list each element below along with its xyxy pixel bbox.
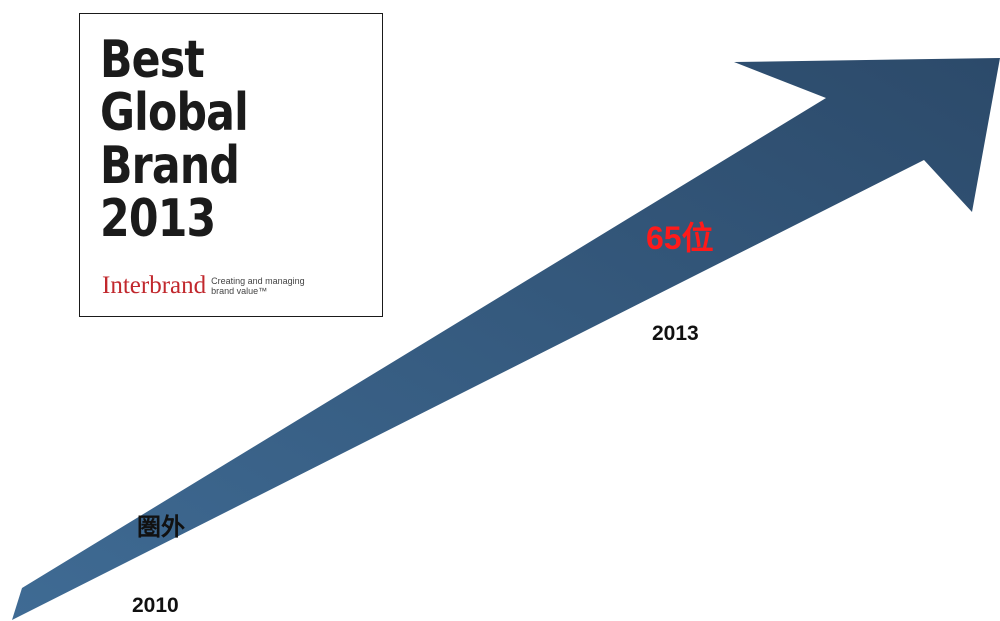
interbrand-tagline: Creating and managing brand value™	[211, 276, 305, 296]
rank-2010-label: 圏外	[137, 513, 185, 541]
rank-2013-label: 65位	[646, 220, 714, 256]
logo-title-line: Brand	[100, 136, 240, 196]
logo-title-line: Best	[100, 30, 205, 90]
best-global-brand-logo: Best Global Brand 2013 Interbrand Creati…	[79, 13, 383, 317]
tagline-line: brand value™	[211, 286, 268, 296]
tagline-line: Creating and managing	[211, 276, 305, 286]
logo-title-line: 2013	[100, 189, 216, 249]
logo-title-line: Global	[100, 83, 249, 143]
logo-title: Best Global Brand 2013	[100, 30, 249, 249]
year-2013-label: 2013	[652, 322, 699, 345]
interbrand-name: Interbrand	[102, 272, 207, 299]
interbrand-brand-row: Interbrand Creating and managing brand v…	[102, 272, 305, 300]
upward-trend-arrow-icon	[12, 58, 1000, 620]
year-2010-label: 2010	[132, 594, 179, 617]
